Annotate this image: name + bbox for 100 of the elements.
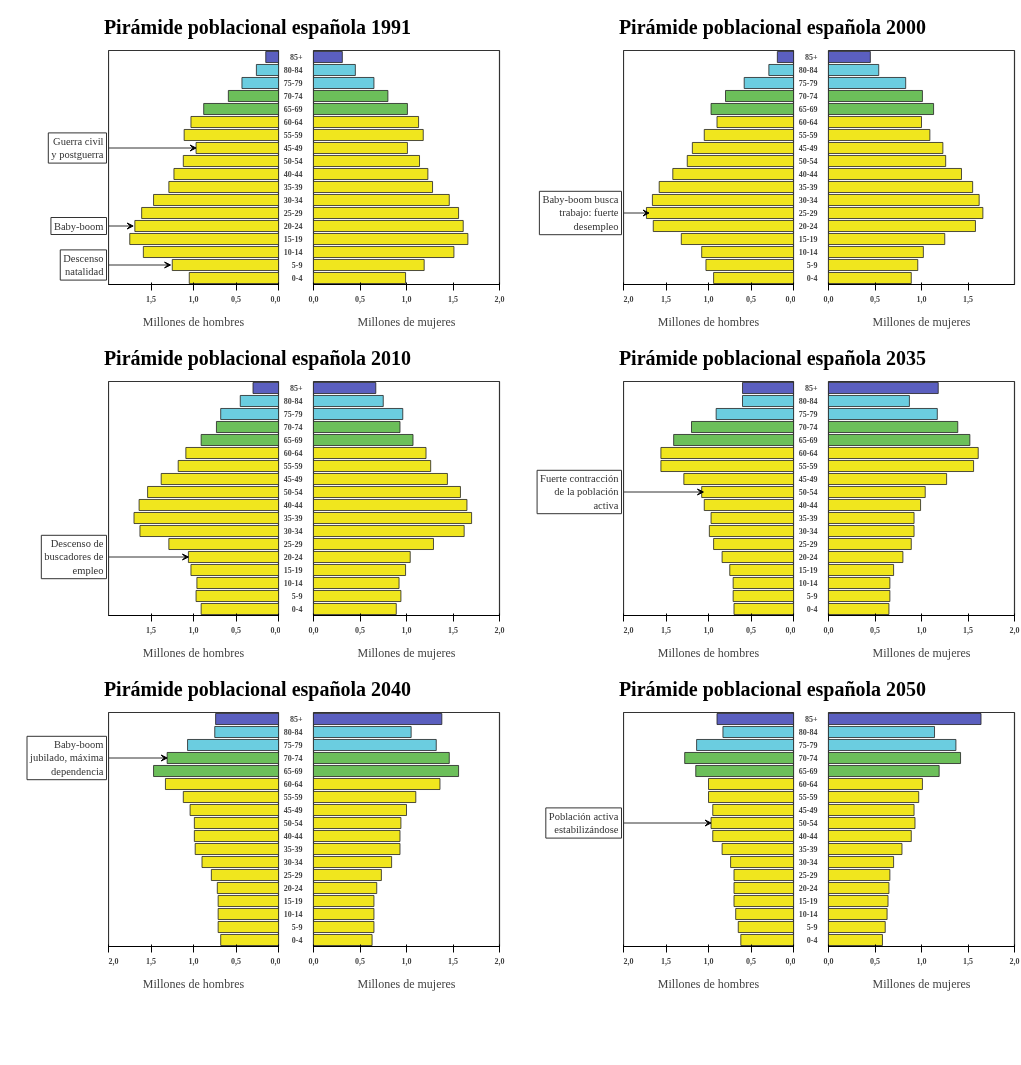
y-tick-label: 0-4 xyxy=(291,605,303,614)
chart-title: Pirámide poblacional española 2035 xyxy=(618,346,927,372)
x-axis-title: Millones de mujeres xyxy=(872,976,971,991)
annotation: Baby-boom xyxy=(53,220,104,232)
y-tick-label: 70-74 xyxy=(283,754,303,763)
y-tick-label: 10-14 xyxy=(283,579,303,588)
y-tick-label: 85+ xyxy=(804,715,818,724)
x-tick-label: 1,5 xyxy=(963,294,973,304)
y-tick-label: 70-74 xyxy=(798,754,818,763)
y-tick-label: 20-24 xyxy=(798,553,818,562)
y-tick-label: 65-69 xyxy=(798,436,818,445)
annotation: Fuerte contracción de la población activa xyxy=(540,473,620,511)
x-tick-label: 0,0 xyxy=(785,625,796,635)
y-tick-label: 50-54 xyxy=(798,819,818,828)
x-tick-label: 0,0 xyxy=(823,956,834,966)
y-tick-label: 50-54 xyxy=(283,819,303,828)
y-tick-label: 70-74 xyxy=(283,423,303,432)
y-tick-label: 25-29 xyxy=(798,209,818,218)
x-tick-label: 0,0 xyxy=(785,294,796,304)
y-tick-label: 60-64 xyxy=(798,118,818,127)
y-tick-label: 30-34 xyxy=(798,527,818,536)
y-tick-label: 65-69 xyxy=(283,436,303,445)
y-tick-label: 10-14 xyxy=(798,910,818,919)
x-axis-title: Millones de mujeres xyxy=(357,645,456,660)
y-tick-label: 50-54 xyxy=(283,157,303,166)
y-tick-label: 35-39 xyxy=(798,845,818,854)
x-tick-label: 2,0 xyxy=(494,956,505,966)
y-tick-label: 45-49 xyxy=(798,475,818,484)
y-tick-label: 10-14 xyxy=(283,910,303,919)
x-tick-label: 0,5 xyxy=(746,956,756,966)
x-tick-label: 1,0 xyxy=(401,625,412,635)
annotation: Descenso de buscadores de empleo xyxy=(44,538,104,576)
y-tick-label: 0-4 xyxy=(806,605,818,614)
y-tick-label: 35-39 xyxy=(283,183,303,192)
x-tick-label: 0,0 xyxy=(308,625,319,635)
x-tick-label: 1,5 xyxy=(963,625,973,635)
y-tick-label: 15-19 xyxy=(283,235,303,244)
y-tick-label: 85+ xyxy=(289,715,303,724)
y-tick-label: 50-54 xyxy=(798,157,818,166)
x-tick-label: 2,0 xyxy=(108,956,119,966)
x-tick-label: 1,5 xyxy=(661,956,671,966)
y-tick-label: 40-44 xyxy=(798,501,818,510)
y-tick-label: 55-59 xyxy=(283,462,303,471)
x-axis-title: Millones de hombres xyxy=(657,976,760,991)
y-tick-label: 30-34 xyxy=(283,858,303,867)
y-tick-label: 30-34 xyxy=(798,196,818,205)
x-tick-label: 2,0 xyxy=(1009,625,1020,635)
y-tick-label: 80-84 xyxy=(798,397,818,406)
y-tick-label: 40-44 xyxy=(283,170,303,179)
y-tick-label: 80-84 xyxy=(798,66,818,75)
y-tick-label: 25-29 xyxy=(798,540,818,549)
x-axis-title: Millones de hombres xyxy=(657,314,760,329)
y-tick-label: 25-29 xyxy=(283,540,303,549)
y-tick-label: 60-64 xyxy=(283,118,303,127)
x-axis-title: Millones de hombres xyxy=(142,645,245,660)
y-tick-label: 25-29 xyxy=(283,871,303,880)
y-tick-label: 20-24 xyxy=(283,553,303,562)
y-tick-label: 65-69 xyxy=(283,767,303,776)
y-tick-label: 80-84 xyxy=(798,728,818,737)
y-tick-label: 45-49 xyxy=(283,806,303,815)
x-tick-label: 1,5 xyxy=(448,625,458,635)
annotation: Baby-boom busca trabajo: fuerte desempleo xyxy=(542,194,619,232)
y-tick-label: 55-59 xyxy=(798,793,818,802)
x-axis-title: Millones de mujeres xyxy=(872,645,971,660)
x-tick-label: 0,5 xyxy=(746,294,756,304)
x-tick-label: 0,0 xyxy=(308,956,319,966)
x-tick-label: 1,0 xyxy=(188,956,199,966)
y-tick-label: 35-39 xyxy=(798,183,818,192)
y-tick-label: 20-24 xyxy=(283,884,303,893)
x-tick-label: 0,5 xyxy=(355,294,365,304)
x-tick-label: 0,0 xyxy=(270,294,281,304)
x-tick-label: 1,0 xyxy=(401,294,412,304)
y-tick-label: 80-84 xyxy=(283,728,303,737)
chart-title: Pirámide poblacional española 2050 xyxy=(618,677,927,703)
y-tick-label: 75-79 xyxy=(798,741,818,750)
x-tick-label: 1,0 xyxy=(188,294,199,304)
x-tick-label: 0,5 xyxy=(746,625,756,635)
x-tick-label: 1,5 xyxy=(448,294,458,304)
y-tick-label: 55-59 xyxy=(283,131,303,140)
y-tick-label: 5-9 xyxy=(806,261,818,270)
y-tick-label: 55-59 xyxy=(283,793,303,802)
y-tick-label: 75-79 xyxy=(283,79,303,88)
x-axis-title: Millones de hombres xyxy=(142,976,245,991)
y-tick-label: 35-39 xyxy=(283,514,303,523)
y-tick-label: 75-79 xyxy=(798,79,818,88)
x-tick-label: 1,0 xyxy=(188,625,199,635)
y-tick-label: 15-19 xyxy=(283,897,303,906)
x-tick-label: 1,5 xyxy=(146,956,156,966)
chart-title: Pirámide poblacional española 2010 xyxy=(103,346,412,372)
x-tick-label: 1,0 xyxy=(916,625,927,635)
x-tick-label: 1,0 xyxy=(703,956,714,966)
y-tick-label: 35-39 xyxy=(283,845,303,854)
y-tick-label: 60-64 xyxy=(283,449,303,458)
x-tick-label: 1,5 xyxy=(146,294,156,304)
y-tick-label: 0-4 xyxy=(291,274,303,283)
annotation: Baby-boom jubilado, máxima dependencia xyxy=(29,739,104,777)
x-tick-label: 0,0 xyxy=(270,625,281,635)
y-tick-label: 50-54 xyxy=(798,488,818,497)
x-tick-label: 1,0 xyxy=(916,956,927,966)
x-axis-title: Millones de hombres xyxy=(657,645,760,660)
